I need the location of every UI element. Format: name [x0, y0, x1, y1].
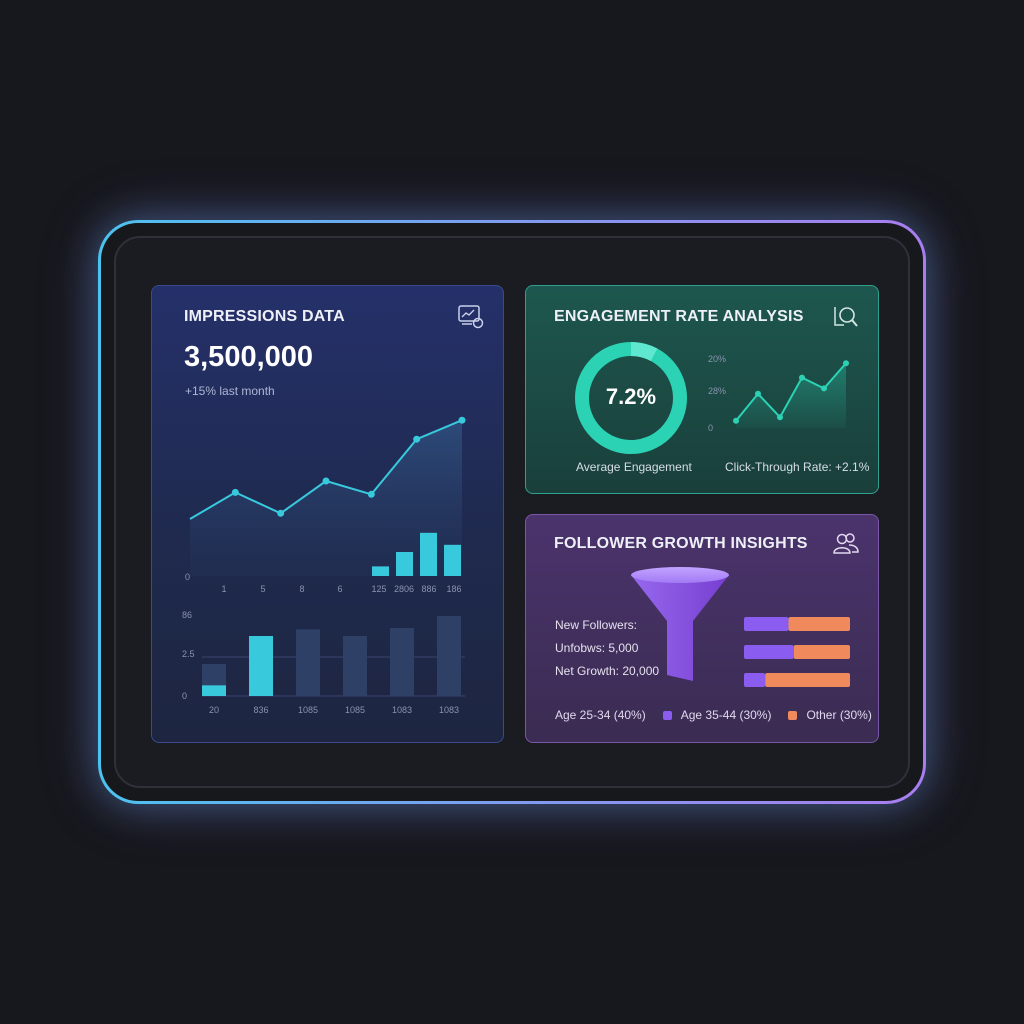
legend-other: Other (30%)	[806, 708, 872, 722]
top-x-tick: 2806	[394, 584, 414, 594]
impressions-title: IMPRESSIONS DATA	[184, 308, 345, 325]
ctr-label: Click-Through Rate: +2.1%	[725, 460, 870, 474]
ctr-line	[735, 362, 847, 422]
new-followers-label: New Followers:	[555, 618, 638, 632]
ctr-y-tick: 20%	[708, 354, 726, 364]
ctr-y-tick: 28%	[708, 386, 726, 396]
ctr-chart: 20% 28% 0	[708, 354, 849, 433]
follower-title: FOLLOWER GROWTH INSIGHTS	[554, 535, 808, 552]
impressions-point[interactable]	[231, 488, 239, 496]
top-x-tick: 886	[421, 584, 436, 594]
demographic-bar-purple[interactable]	[744, 617, 789, 631]
engagement-card[interactable]: ENGAGEMENT RATE ANALYSIS 7.2% Average En…	[525, 285, 879, 494]
ctr-point[interactable]	[755, 390, 761, 397]
ctr-y-tick: 0	[708, 423, 713, 433]
impressions-point[interactable]	[458, 416, 466, 424]
legend-age-35-44: Age 35-44 (30%)	[680, 708, 772, 722]
impressions-charts: 0 1 5 8 6 125 2806 886 186 862.50 20 836 1085 1085…	[182, 416, 466, 715]
legend-orange-swatch	[788, 710, 798, 720]
bottom-x-tick: 20	[209, 705, 219, 715]
demographic-bar-purple[interactable]	[744, 673, 766, 687]
users-icon[interactable]	[832, 531, 860, 557]
impressions-bottom-bar[interactable]	[249, 636, 273, 696]
funnel-icon	[631, 567, 729, 681]
impressions-point[interactable]	[277, 509, 285, 517]
impressions-change: +15% last month	[185, 384, 275, 398]
bottom-x-tick: 1083	[439, 705, 459, 715]
bottom-y-tick: 2.5	[182, 649, 195, 659]
engagement-title: ENGAGEMENT RATE ANALYSIS	[554, 308, 804, 325]
legend-purple-swatch	[662, 710, 672, 720]
tablet-bezel: IMPRESSIONS DATA 3,500,000 +15% last mon…	[101, 223, 923, 801]
demographic-bar-orange[interactable]	[765, 673, 850, 687]
bottom-x-tick: 1085	[298, 705, 318, 715]
bottom-y-tick: 86	[182, 610, 192, 620]
impressions-area	[190, 420, 462, 576]
follower-legend: Age 25-34 (40%) Age 35-44 (30%) Other (3…	[555, 708, 872, 722]
chart-monitor-icon[interactable]	[457, 304, 485, 330]
impressions-top-bar[interactable]	[420, 532, 437, 576]
demographic-bar-orange[interactable]	[788, 617, 850, 631]
legend-age-25-34: Age 25-34 (40%)	[555, 708, 646, 722]
bottom-x-tick: 836	[253, 705, 268, 715]
ctr-point[interactable]	[777, 414, 783, 421]
impressions-bottom-bar-highlight[interactable]	[202, 685, 226, 696]
unfollows-label: Unfobws: 5,000	[555, 641, 639, 655]
ctr-area	[736, 363, 846, 428]
demographic-bars	[744, 617, 850, 687]
net-growth-label: Net Growth: 20,000	[555, 664, 660, 678]
impressions-top-bar[interactable]	[444, 544, 461, 576]
impressions-point[interactable]	[413, 435, 421, 443]
donut-highlight	[575, 342, 687, 454]
engagement-donut	[575, 342, 687, 454]
impressions-card[interactable]: IMPRESSIONS DATA 3,500,000 +15% last mon…	[151, 285, 504, 743]
top-x-tick: 125	[371, 584, 386, 594]
impressions-bottom-bar[interactable]	[343, 636, 367, 696]
line-y-tick: 0	[185, 572, 190, 582]
top-x-tick: 186	[446, 584, 461, 594]
dashboard-screen: IMPRESSIONS DATA 3,500,000 +15% last mon…	[114, 236, 910, 788]
tablet-frame: IMPRESSIONS DATA 3,500,000 +15% last mon…	[98, 220, 926, 804]
ctr-point[interactable]	[799, 374, 805, 381]
donut-value: 7.2%	[605, 384, 657, 409]
impressions-bottom-bar[interactable]	[437, 616, 461, 696]
top-x-tick: 6	[337, 584, 342, 594]
average-engagement-label: Average Engagement	[576, 460, 692, 474]
impressions-value: 3,500,000	[184, 341, 314, 373]
follower-card[interactable]: FOLLOWER GROWTH INSIGHTS	[525, 514, 879, 743]
demographic-bar-purple[interactable]	[744, 645, 794, 659]
magnify-chart-icon[interactable]	[832, 303, 860, 331]
bottom-x-tick: 1083	[392, 705, 412, 715]
demographic-bar-orange[interactable]	[793, 645, 850, 659]
ctr-point[interactable]	[733, 417, 739, 424]
top-x-tick: 1	[221, 584, 226, 594]
bottom-y-tick: 0	[182, 691, 187, 701]
impressions-bottom-bar[interactable]	[296, 629, 320, 696]
impressions-top-bar[interactable]	[372, 566, 389, 576]
impressions-point[interactable]	[367, 490, 375, 498]
ctr-point[interactable]	[821, 385, 827, 392]
ctr-point[interactable]	[843, 360, 849, 367]
impressions-top-bar[interactable]	[396, 552, 413, 576]
bottom-x-tick: 1085	[345, 705, 365, 715]
impressions-bottom-bar[interactable]	[390, 628, 414, 696]
impressions-point[interactable]	[322, 477, 330, 485]
top-x-tick: 8	[299, 584, 304, 594]
top-x-tick: 5	[260, 584, 265, 594]
